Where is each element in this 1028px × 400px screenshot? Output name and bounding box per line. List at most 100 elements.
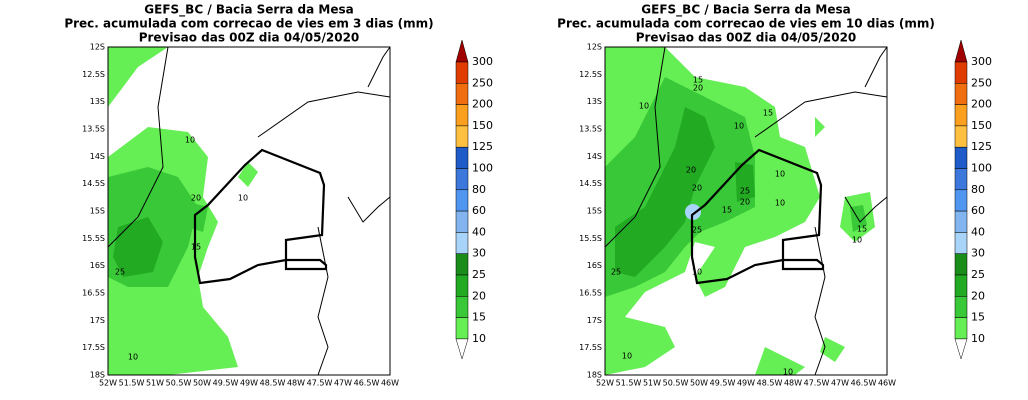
latitude-label: 13.5S [82,125,105,134]
latitude-label: 17.5S [579,343,602,352]
longitude-label: 46.5W [354,379,380,388]
colorbar-label: 60 [472,204,486,217]
colorbar-cell [954,168,968,191]
contour-label: 10 [185,136,195,145]
colorbar-bottom [455,338,469,360]
colorbar-label: 15 [472,311,486,324]
colorbar-label: 100 [971,162,992,175]
longitude-label: 50.5W [663,379,689,388]
contour-label: 25 [740,187,750,196]
colorbar-cell [455,210,469,233]
contour-label: 25 [692,226,702,235]
border-line [257,91,391,138]
colorbar-cell [954,210,968,233]
colorbar-label: 100 [472,162,493,175]
longitude-label: 50.5W [166,379,192,388]
contour-label: 10 [639,102,649,111]
precip-area-20 [735,162,755,202]
contour-label: 10 [238,194,248,203]
colorbar-cell [455,274,469,297]
longitude-label: 47W [334,379,352,388]
colorbar-label: 80 [472,183,486,196]
colorbar-label: 15 [971,311,985,324]
longitude-label: 47W [831,379,849,388]
colorbar-label: 250 [971,76,992,89]
longitude-label: 51.5W [119,379,145,388]
colorbar-bottom [954,338,968,360]
border-line [107,46,169,248]
latitude-label: 17S [587,316,602,325]
longitude-label: 46W [381,379,399,388]
colorbar-cell [954,253,968,276]
border-line [317,226,329,376]
longitude-label: 50W [193,379,211,388]
precip-area-10 [815,117,825,137]
latitude-label: 12S [587,43,602,52]
latitude-label: 18S [587,371,602,380]
colorbar-cell [455,168,469,191]
latitude-label: 14.5S [579,179,602,188]
longitude-label: 52W [596,379,614,388]
contour-label: 10 [775,170,785,179]
colorbar-cell [455,189,469,212]
latitude-label: 16.5S [579,289,602,298]
basin-outline [690,148,825,285]
latitude-label: 15S [587,207,602,216]
contour-label: 10 [734,122,744,131]
contour-label: 20 [693,84,703,93]
longitude-label: 51W [146,379,164,388]
colorbar-label: 250 [472,76,493,89]
colorbar-cell [954,104,968,127]
latitude-label: 14.5S [82,179,105,188]
colorbar-cell [455,61,469,84]
colorbar-label: 25 [472,268,486,281]
colorbar-label: 300 [472,55,493,68]
colorbar-cell [954,274,968,297]
precip-area-10 [108,332,168,375]
latitude-label: 14S [90,152,105,161]
panel-title: GEFS_BC / Bacia Serra da Mesa [144,3,353,18]
precip-area-10 [238,162,258,187]
longitude-label: 49W [240,379,258,388]
colorbar-cell [455,83,469,105]
map-frame [604,46,888,376]
colorbar-cell [455,253,469,276]
border-line [844,196,888,223]
longitude-label: 48.5W [757,379,783,388]
colorbar-top [954,39,968,63]
border-line [814,226,826,376]
panel-title: Prec. acumulada com correcao de vies em … [64,17,433,31]
contour-label: 25 [611,268,621,277]
border-line [367,46,391,88]
contour-label: 10 [128,353,138,362]
colorbar-label: 25 [971,268,985,281]
longitude-label: 52W [99,379,117,388]
colorbar-cell [455,104,469,127]
border-line [604,46,666,248]
panel-title: Prec. acumulada com correcao de vies em … [557,17,935,31]
contour-label: 20 [740,198,750,207]
contour-label: 15 [693,76,703,85]
border-line [754,91,888,138]
colorbar-cell [455,125,469,148]
colorbar-label: 40 [971,225,985,238]
longitude-label: 49.5W [213,379,239,388]
colorbar-label: 10 [472,332,486,345]
colorbar-label: 150 [971,119,992,132]
colorbar-cell [954,83,968,105]
contour-label: 15 [763,109,773,118]
colorbar-label: 20 [472,289,486,302]
precip-area-30 [685,204,701,220]
longitude-label: 49.5W [710,379,736,388]
colorbar-label: 200 [971,98,992,111]
latitude-label: 13.5S [579,125,602,134]
border-line [864,46,888,88]
basin-outline [193,148,328,285]
map: 10 20 10 15 25 10 [107,46,391,376]
contour-label: 25 [115,268,125,277]
precip-area-20 [113,217,163,277]
longitude-label: 48.5W [260,379,286,388]
colorbar-label: 200 [472,98,493,111]
